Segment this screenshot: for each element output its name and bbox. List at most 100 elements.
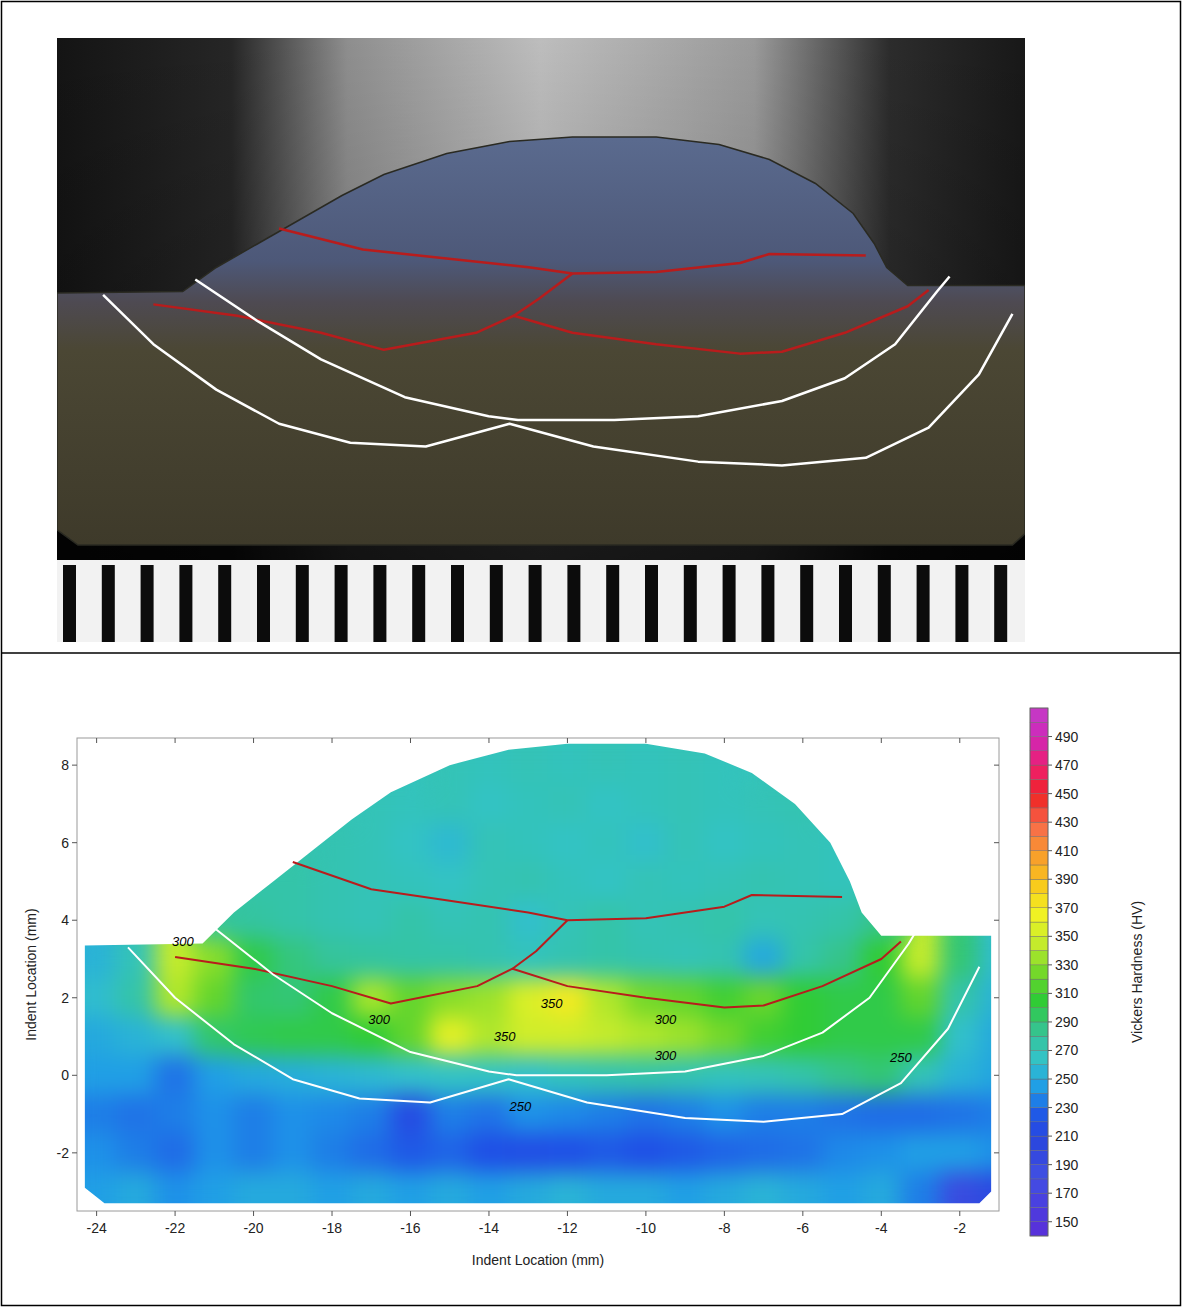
x-tick-label: -22 xyxy=(165,1220,185,1236)
heatmap-cell xyxy=(783,1017,823,1056)
colorbar-band xyxy=(1030,808,1048,822)
heatmap-cell xyxy=(430,978,470,1017)
heatmap-cell xyxy=(626,823,666,862)
x-tick-top xyxy=(253,738,254,743)
colorbar-tick xyxy=(1048,822,1052,823)
y-tick xyxy=(72,1075,77,1076)
heatmap-cell xyxy=(665,901,705,940)
x-tick-top xyxy=(488,738,489,743)
x-tick-top xyxy=(332,738,333,743)
ruler-tick xyxy=(373,565,386,642)
heatmap-cell xyxy=(744,1172,784,1211)
x-tick xyxy=(959,1211,960,1216)
heatmap-cell xyxy=(312,901,352,940)
colorbar-tick-label: 290 xyxy=(1055,1014,1079,1030)
heatmap-cell xyxy=(744,784,784,823)
colorbar-band xyxy=(1030,1179,1048,1193)
x-tick xyxy=(96,1211,97,1216)
heatmap-cell xyxy=(312,823,352,862)
photo-shade xyxy=(57,38,1025,642)
heatmap-cell xyxy=(822,1172,862,1211)
y-tick-right xyxy=(994,1152,999,1153)
axes: -24-22-20-18-16-14-12-10-8-6-4-2-202468 xyxy=(57,738,999,1236)
heatmap-cell xyxy=(822,1056,862,1095)
heatmap-cell xyxy=(508,1133,548,1172)
heatmap-cell xyxy=(861,1133,901,1172)
heatmap-cell xyxy=(508,1172,548,1211)
heatmap-cell xyxy=(273,939,313,978)
heatmap-cell xyxy=(940,1056,980,1095)
x-tick xyxy=(802,1211,803,1216)
heatmap-cell xyxy=(548,939,588,978)
heatmap-cell xyxy=(979,1056,999,1095)
heatmap-cell xyxy=(116,1017,156,1056)
heatmap-cell xyxy=(469,784,509,823)
x-tick-label: -4 xyxy=(875,1220,888,1236)
colorbar-band xyxy=(1030,993,1048,1007)
heatmap-cell xyxy=(273,1017,313,1056)
ruler-tick xyxy=(257,565,270,642)
x-axis-title: Indent Location (mm) xyxy=(472,1252,604,1268)
contour-label: 300 xyxy=(368,1012,390,1027)
heatmap-cell xyxy=(155,1017,195,1056)
x-tick-top xyxy=(645,738,646,743)
colorbar-tick xyxy=(1048,993,1052,994)
heatmap-cell xyxy=(194,1133,234,1172)
colorbar-tick-label: 390 xyxy=(1055,871,1079,887)
colorbar-tick xyxy=(1048,1107,1052,1108)
colorbar-tick xyxy=(1048,907,1052,908)
heatmap-cell xyxy=(351,939,391,978)
heatmap-cell xyxy=(194,978,234,1017)
heatmap-cell xyxy=(391,1172,431,1211)
x-tick xyxy=(488,1211,489,1216)
ruler-tick xyxy=(335,565,348,642)
heatmap-cell xyxy=(548,1172,588,1211)
colorbar-tick xyxy=(1048,1193,1052,1194)
colorbar-tick xyxy=(1048,736,1052,737)
heatmap-cell xyxy=(783,1056,823,1095)
y-tick-right xyxy=(994,1075,999,1076)
heatmap-cell xyxy=(783,1094,823,1133)
heatmap-cell xyxy=(744,978,784,1017)
y-tick-label: 6 xyxy=(61,835,69,851)
colorbar-tick-label: 350 xyxy=(1055,928,1079,944)
heatmap-cell xyxy=(587,1017,627,1056)
colorbar-band xyxy=(1030,1050,1048,1064)
heatmap-cell xyxy=(194,1094,234,1133)
heatmap-cell xyxy=(861,1172,901,1211)
heatmap-cell xyxy=(77,939,117,978)
heatmap-cell xyxy=(430,862,470,901)
contour-label: 250 xyxy=(889,1050,912,1065)
heatmap-cell xyxy=(783,901,823,940)
colorbar-band xyxy=(1030,1150,1048,1164)
heatmap-cell xyxy=(940,978,980,1017)
heatmap-cell xyxy=(587,862,627,901)
x-tick xyxy=(881,1211,882,1216)
heatmap-cell xyxy=(469,862,509,901)
heatmap-cell xyxy=(469,978,509,1017)
x-tick xyxy=(410,1211,411,1216)
heatmap-cell xyxy=(979,1094,999,1133)
photo-boundary-line xyxy=(279,229,866,274)
photo-boundary-line xyxy=(153,290,928,354)
heatmap-cell xyxy=(77,1094,117,1133)
specimen xyxy=(57,137,1025,545)
heatmap-cell xyxy=(469,1172,509,1211)
heatmap-cell xyxy=(391,823,431,862)
heatmap-cell xyxy=(704,823,744,862)
colorbar-band xyxy=(1030,779,1048,793)
heatmap-cell xyxy=(273,1172,313,1211)
colorbar-band xyxy=(1030,1193,1048,1207)
colorbar-band xyxy=(1030,1008,1048,1022)
ruler-tick xyxy=(412,565,425,642)
x-tick-label: -12 xyxy=(557,1220,577,1236)
heatmap-cell xyxy=(391,901,431,940)
heatmap-cell xyxy=(704,939,744,978)
heatmap-cell xyxy=(508,862,548,901)
colorbar-band xyxy=(1030,1108,1048,1122)
colorbar-band xyxy=(1030,894,1048,908)
ruler xyxy=(57,560,1025,642)
heatmap-cell xyxy=(77,1133,117,1172)
colorbar-tick-label: 470 xyxy=(1055,757,1079,773)
colorbar-tick-label: 430 xyxy=(1055,814,1079,830)
